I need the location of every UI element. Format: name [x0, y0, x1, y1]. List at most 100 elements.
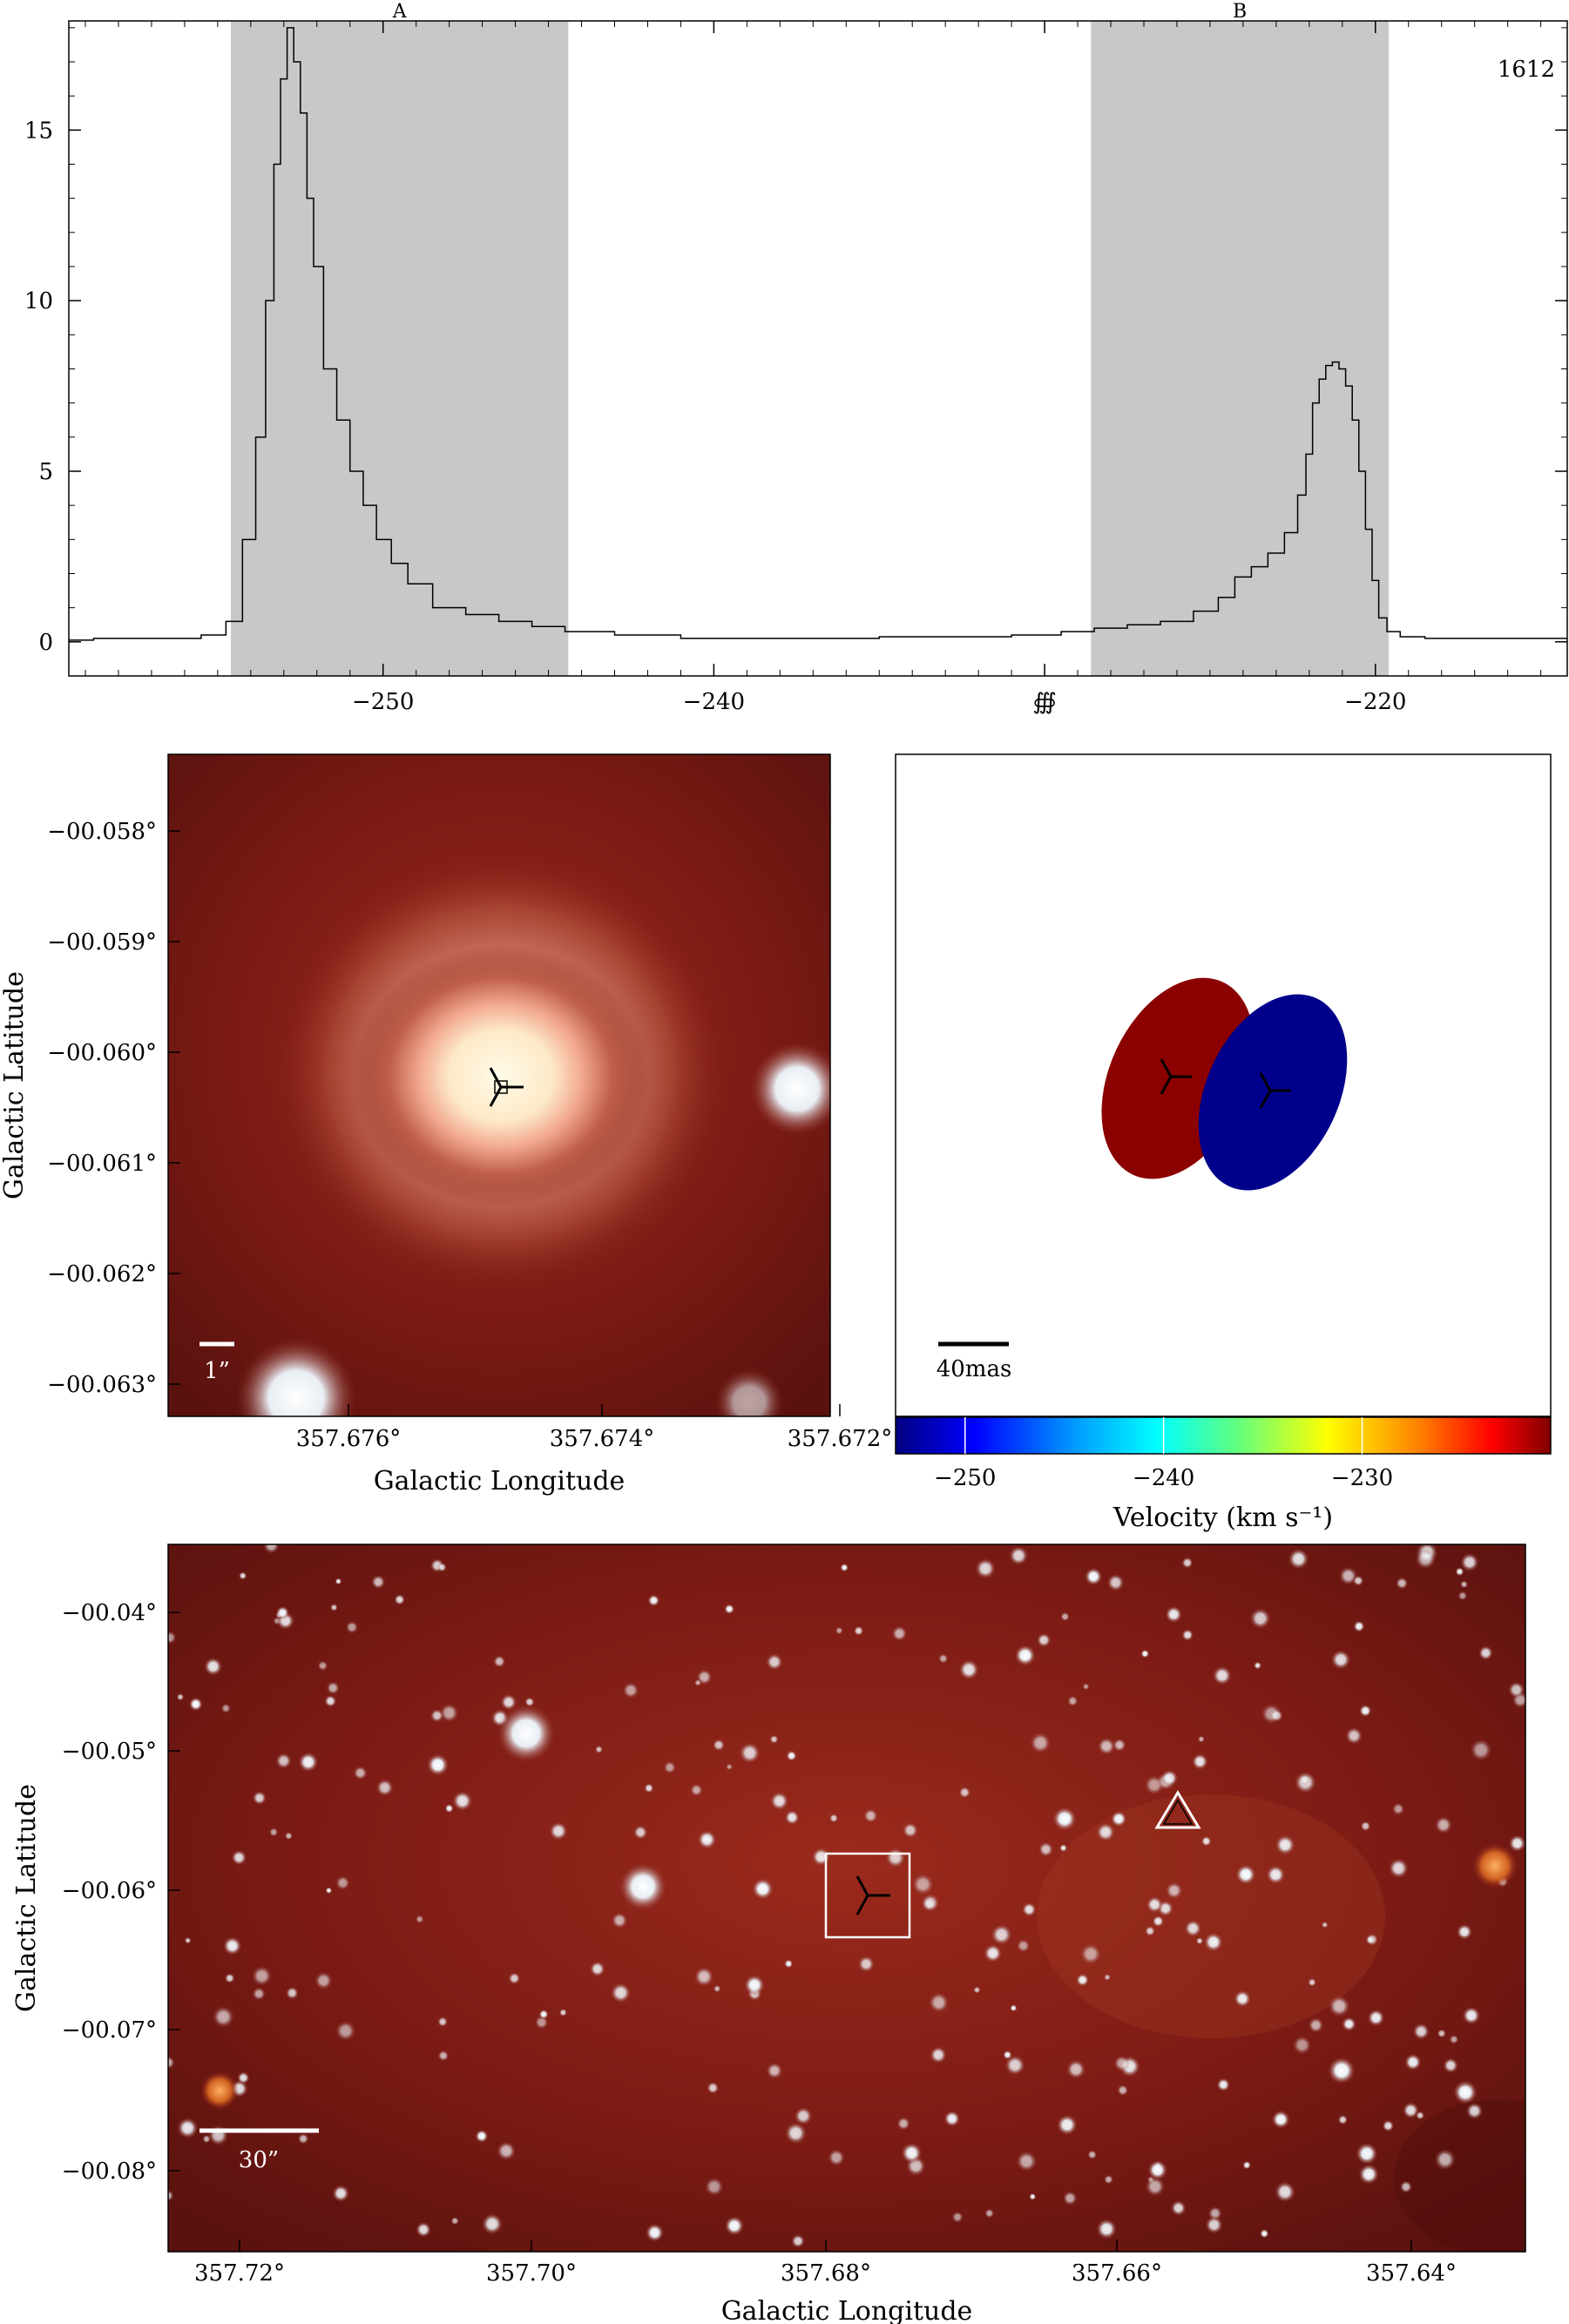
- wide-image-star: [743, 1974, 766, 1996]
- wide-image-star: [724, 1604, 735, 1615]
- wide-image-star: [222, 1936, 242, 1956]
- velocity-region-a: [231, 21, 569, 676]
- wide-image-star: [1079, 1942, 1102, 1965]
- wide-image-star: [1145, 2176, 1166, 2197]
- wide-image-star: [426, 1753, 450, 1776]
- wide-image-star: [1337, 2114, 1349, 2125]
- wide-y-axis-label: Galactic Latitude: [11, 1784, 42, 2012]
- wide-image-star: [439, 1703, 459, 1723]
- wide-image-star: [1388, 1858, 1410, 1879]
- wide-image-star: [335, 1577, 342, 1585]
- wide-image-star: [694, 1679, 702, 1686]
- wide-image-star: [475, 2129, 489, 2143]
- wide-image-star: [1075, 1973, 1090, 1987]
- wide-image-star: [1003, 2050, 1012, 2060]
- wide-image-star: [1234, 1990, 1252, 2008]
- wide-image-frame: [167, 1544, 1526, 2253]
- wide-image-star: [437, 2050, 450, 2062]
- wide-image-star: [168, 2056, 175, 2070]
- wide-x-axis-label: Galactic Longitude: [721, 2296, 973, 2324]
- wide-image-star: [1271, 2110, 1290, 2129]
- wide-image-star: [1065, 2059, 1086, 2080]
- wide-image-star: [1404, 2053, 1422, 2071]
- wide-image-star: [1434, 1815, 1453, 1834]
- wide-image-star: [704, 2177, 724, 2197]
- wide-image-star: [224, 1973, 235, 1983]
- wide-image-star: [177, 2117, 199, 2139]
- wide-image-star: [370, 1574, 386, 1590]
- wide-image-star: [1103, 2174, 1114, 2185]
- svg-text:40mas: 40mas: [937, 1356, 1012, 1382]
- zoom-image-star: [714, 1368, 784, 1416]
- scale-bar-1: 1”: [200, 1341, 234, 1384]
- wide-image-star: [452, 1790, 473, 1812]
- wide-image-star: [1235, 1864, 1256, 1885]
- wide-image-star: [1345, 1726, 1363, 1745]
- wide-image-star: [188, 1697, 203, 1712]
- triangle-marker: [1154, 1790, 1201, 1829]
- y-tick-label: −00.058°: [47, 819, 157, 845]
- wide-image-star: [1060, 1611, 1070, 1622]
- wide-image-star: [1181, 1629, 1194, 1641]
- y-tick-label: 5: [38, 459, 53, 485]
- wide-image-star: [610, 1982, 632, 2003]
- wide-image-star: [1038, 1841, 1054, 1858]
- wide-image-star: [1412, 2023, 1430, 2040]
- wide-image-star: [1117, 2084, 1129, 2097]
- x-tick-label: 357.672°: [788, 1426, 893, 1452]
- wide-image-star: [1191, 1753, 1208, 1770]
- wide-image-star: [1056, 2114, 1079, 2136]
- wide-image-star: [1358, 2164, 1380, 2186]
- y-tick-label: −00.063°: [47, 1372, 157, 1398]
- zoom-x-axis-label: Galactic Longitude: [374, 1466, 626, 1496]
- wide-image-star: [1084, 1567, 1103, 1586]
- spot-marker: [1160, 1058, 1192, 1095]
- wide-image-star: [1274, 2181, 1296, 2203]
- wide-image-star: [707, 2081, 720, 2095]
- wide-image-star: [1205, 2215, 1223, 2234]
- wide-image-star: [262, 1544, 281, 1554]
- wide-image-star: [739, 1742, 761, 1764]
- maser-marker-wide: [856, 1875, 890, 1915]
- wide-image-background: [168, 1544, 1525, 2252]
- zoom-y-axis-label: Galactic Latitude: [0, 971, 30, 1199]
- wide-image-star: [1353, 1620, 1365, 1632]
- wide-image-star: [1402, 2102, 1420, 2119]
- wide-image-star: [1462, 2006, 1481, 2025]
- wide-image-star: [1456, 1923, 1473, 1941]
- wide-image-star: [496, 2141, 517, 2161]
- wide-image-star: [1170, 2199, 1187, 2216]
- wide-image-star: [1021, 1902, 1037, 1917]
- wide-image-star: [508, 1972, 521, 1985]
- wide-image-star: [1004, 2054, 1026, 2076]
- zoom-image-source: [353, 945, 649, 1206]
- x-tick-label: −240: [683, 689, 745, 715]
- wide-image-star: [1399, 2180, 1413, 2194]
- x-tick-label: −220: [1344, 689, 1406, 715]
- wide-image-star: [1288, 1548, 1309, 1570]
- wide-image-star: [481, 2213, 504, 2235]
- x-tick-label: 357.70°: [486, 2260, 577, 2287]
- wide-image-star: [589, 1961, 605, 1977]
- wide-image-star: [1308, 1977, 1317, 1987]
- y-tick-label: −00.059°: [47, 929, 157, 956]
- wide-image-star: [1457, 1591, 1468, 1601]
- wide-image-star: [1197, 1735, 1205, 1743]
- wide-image-star: [1140, 1649, 1150, 1659]
- wide-image-star: [1113, 1738, 1126, 1753]
- wide-image-star: [713, 1984, 721, 1993]
- wide-image-star: [1216, 2077, 1231, 2092]
- wide-image-star: [1507, 1681, 1525, 1699]
- wide-image-star: [828, 1813, 839, 1823]
- wide-image-star: [766, 2062, 783, 2079]
- y-tick-label: 10: [24, 288, 53, 314]
- wide-image-star: [285, 1986, 299, 2000]
- wide-image-star: [594, 1745, 604, 1754]
- zoom-image-frame: [167, 753, 831, 1417]
- colorbar: [895, 1416, 1552, 1455]
- wide-image-star: [1058, 1843, 1068, 1853]
- wide-image-star: [689, 1783, 704, 1797]
- wide-image-star: [1036, 1632, 1052, 1648]
- colorbar-tick-label: −240: [1133, 1465, 1194, 1491]
- x-tick-label: ∰: [1032, 689, 1057, 715]
